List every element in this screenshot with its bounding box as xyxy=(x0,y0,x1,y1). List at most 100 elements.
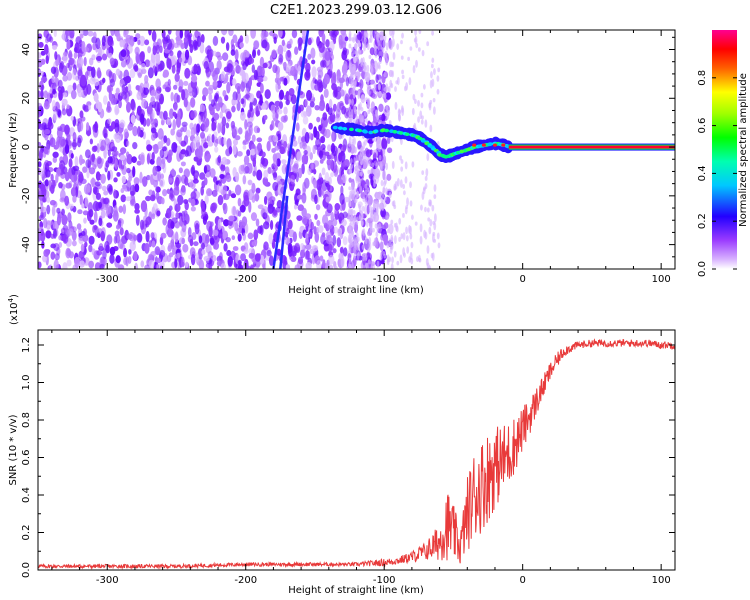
noise-blob xyxy=(56,214,62,226)
noise-blob xyxy=(106,222,113,228)
noise-blob xyxy=(260,156,265,165)
noise-blob xyxy=(297,167,303,179)
noise-blob xyxy=(237,259,242,266)
noise-blob xyxy=(415,42,419,49)
noise-blob xyxy=(350,46,354,52)
noise-blob xyxy=(219,121,225,134)
noise-blob xyxy=(140,200,148,213)
noise-blob xyxy=(382,234,389,243)
noise-blob xyxy=(436,232,440,240)
noise-blob xyxy=(52,110,58,122)
track-core xyxy=(373,129,379,134)
noise-blob xyxy=(134,202,140,211)
noise-blob xyxy=(352,92,356,99)
noise-blob xyxy=(101,53,108,61)
noise-blob xyxy=(40,89,44,100)
noise-blob xyxy=(402,232,406,241)
noise-blob xyxy=(375,74,379,84)
noise-blob xyxy=(192,178,199,184)
noise-blob xyxy=(201,249,206,255)
noise-blob xyxy=(126,167,131,174)
noise-blob xyxy=(148,253,153,261)
noise-blob xyxy=(110,98,117,106)
noise-blob xyxy=(243,249,249,255)
noise-blob xyxy=(113,188,117,199)
noise-blob xyxy=(130,114,136,124)
track-core xyxy=(357,128,363,133)
noise-blob xyxy=(128,248,132,255)
noise-blob xyxy=(148,259,155,269)
noise-blob xyxy=(298,37,302,43)
noise-blob xyxy=(70,187,76,197)
noise-blob xyxy=(294,264,300,269)
noise-blob xyxy=(157,141,164,150)
noise-blob xyxy=(111,72,117,83)
noise-blob xyxy=(348,169,352,175)
snr-plot-area xyxy=(38,330,675,570)
noise-blob xyxy=(334,30,339,36)
noise-blob xyxy=(139,171,143,184)
colorbar-tick-label: 0.0 xyxy=(697,261,708,277)
noise-blob xyxy=(38,261,42,269)
noise-blob xyxy=(310,221,314,231)
noise-blob xyxy=(125,101,132,113)
noise-blob xyxy=(270,120,275,130)
noise-blob xyxy=(315,204,321,211)
noise-blob xyxy=(125,196,132,202)
noise-blob xyxy=(202,87,209,97)
track-core xyxy=(392,130,398,134)
x-tick-label: -300 xyxy=(96,575,119,586)
noise-blob xyxy=(157,170,162,182)
noise-blob xyxy=(193,63,198,75)
noise-blob xyxy=(99,263,105,269)
noise-blob xyxy=(255,218,260,227)
noise-blob xyxy=(70,115,74,121)
noise-blob xyxy=(342,160,349,168)
noise-blob xyxy=(386,173,392,181)
x-tick-label: 0 xyxy=(519,274,525,285)
noise-blob xyxy=(272,172,278,178)
noise-blob xyxy=(256,127,261,133)
noise-blob xyxy=(272,181,279,191)
noise-blob xyxy=(200,112,206,123)
noise-blob xyxy=(88,57,94,66)
noise-blob xyxy=(357,203,361,209)
noise-blob xyxy=(219,174,225,180)
noise-blob xyxy=(231,78,237,86)
noise-blob xyxy=(305,262,312,269)
noise-blob xyxy=(263,31,269,38)
noise-blob xyxy=(175,116,181,128)
noise-blob xyxy=(40,58,46,65)
noise-blob xyxy=(342,211,348,219)
noise-blob xyxy=(77,137,82,148)
noise-blob xyxy=(359,185,363,194)
noise-blob xyxy=(362,141,366,150)
noise-blob xyxy=(257,49,261,56)
noise-blob xyxy=(331,130,335,143)
noise-blob xyxy=(256,65,263,77)
noise-blob xyxy=(232,138,239,146)
noise-blob xyxy=(348,248,352,254)
noise-blob xyxy=(297,256,304,265)
noise-blob xyxy=(427,217,431,222)
noise-blob xyxy=(230,120,236,129)
noise-blob xyxy=(311,66,317,78)
noise-blob xyxy=(150,96,156,105)
noise-blob xyxy=(172,119,177,131)
noise-blob xyxy=(353,246,356,254)
noise-blob xyxy=(268,233,274,244)
noise-blob xyxy=(372,203,376,211)
track-core xyxy=(337,126,343,130)
noise-blob xyxy=(94,181,101,187)
noise-blob xyxy=(211,202,218,211)
noise-blob xyxy=(283,140,288,149)
noise-blob xyxy=(162,189,168,197)
noise-blob xyxy=(367,97,371,105)
noise-blob xyxy=(375,206,379,215)
noise-blob xyxy=(342,46,347,56)
noise-blob xyxy=(204,164,211,173)
noise-blob xyxy=(156,210,161,217)
noise-blob xyxy=(218,179,223,187)
noise-blob xyxy=(242,163,247,175)
noise-blob xyxy=(354,146,357,153)
